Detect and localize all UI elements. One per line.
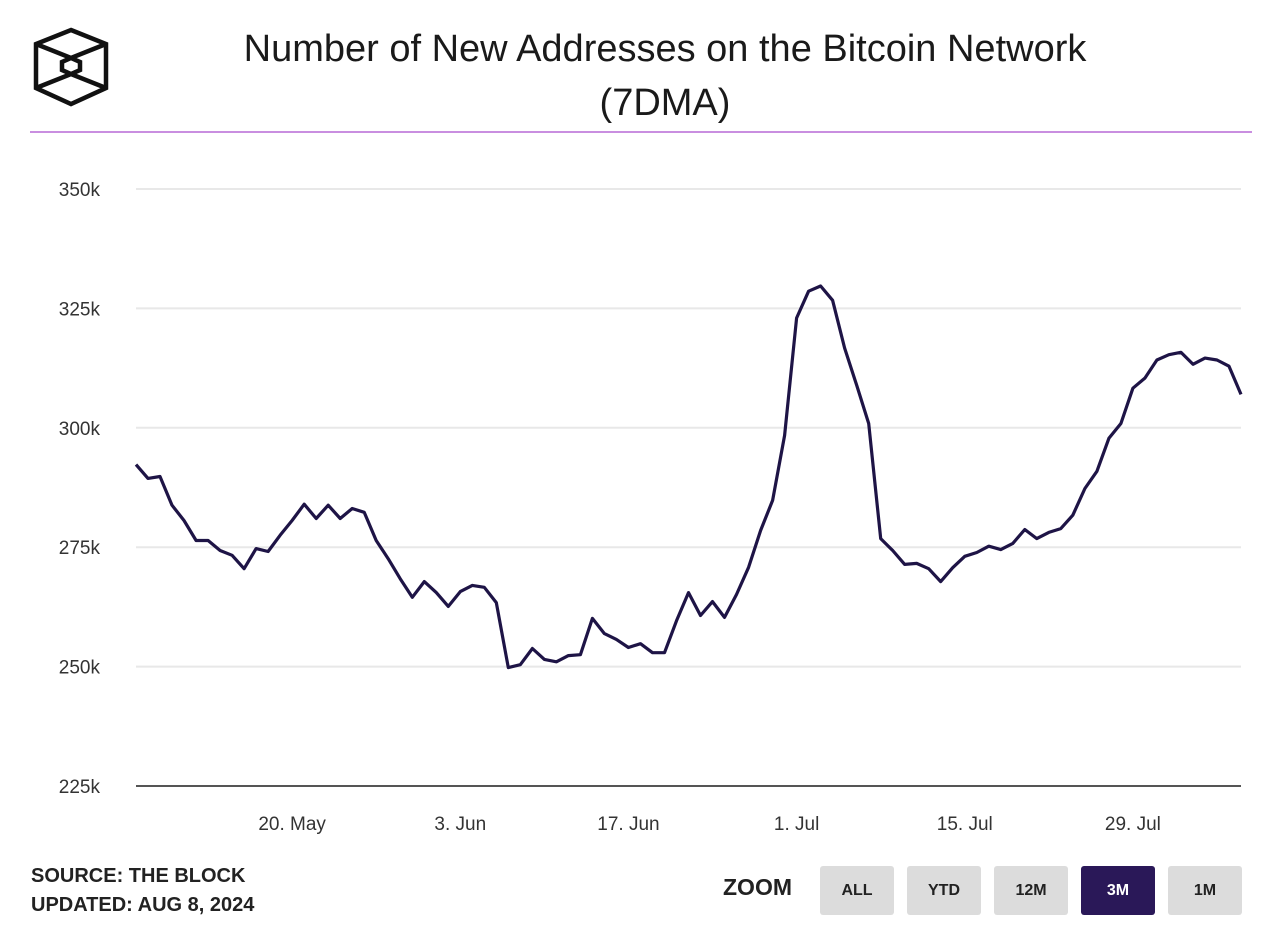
grid-lines: [136, 188, 1241, 787]
source-text: SOURCE: THE BLOCK: [31, 865, 246, 887]
header-divider: [30, 131, 1252, 133]
source-note: SOURCE: THE BLOCK UPDATED: AUG 8, 2024: [31, 862, 254, 920]
x-tick-label: 1. Jul: [774, 814, 819, 835]
zoom-3m-button[interactable]: 3M: [1081, 866, 1155, 915]
chart-title: Number of New Addresses on the Bitcoin N…: [140, 22, 1190, 130]
y-tick-label: 325k: [59, 299, 101, 320]
y-tick-label: 250k: [59, 658, 101, 679]
y-tick-label: 225k: [59, 777, 101, 798]
y-tick-label: 350k: [59, 180, 101, 201]
zoom-all-button[interactable]: ALL: [820, 866, 894, 915]
series-points: [136, 286, 1241, 668]
updated-text: UPDATED: AUG 8, 2024: [31, 894, 255, 916]
x-tick-label: 20. May: [258, 814, 326, 835]
x-tick-label: 29. Jul: [1105, 814, 1161, 835]
zoom-12m-button[interactable]: 12M: [994, 866, 1068, 915]
line-chart: 225k 250k 275k 300k 325k 350k 20. May 3. Jun 17…: [59, 180, 1243, 835]
x-tick-label: 17. Jun: [597, 814, 659, 835]
the-block-logo-icon: [33, 27, 109, 107]
zoom-1m-button[interactable]: 1M: [1168, 866, 1242, 915]
x-axis-ticks: 20. May 3. Jun 17. Jun 1. Jul 15. Jul 29. Jul: [258, 814, 1161, 835]
x-tick-label: 3. Jun: [434, 814, 486, 835]
zoom-ytd-button[interactable]: YTD: [907, 866, 981, 915]
title-line-2: (7DMA): [599, 82, 731, 124]
y-tick-label: 275k: [59, 538, 101, 559]
x-tick-label: 15. Jul: [937, 814, 993, 835]
y-tick-label: 300k: [59, 419, 101, 440]
title-line-1: Number of New Addresses on the Bitcoin N…: [243, 28, 1087, 70]
zoom-label: ZOOM: [723, 874, 792, 900]
y-axis-ticks: 225k 250k 275k 300k 325k 350k: [59, 180, 101, 798]
series-line: [134, 284, 1243, 670]
